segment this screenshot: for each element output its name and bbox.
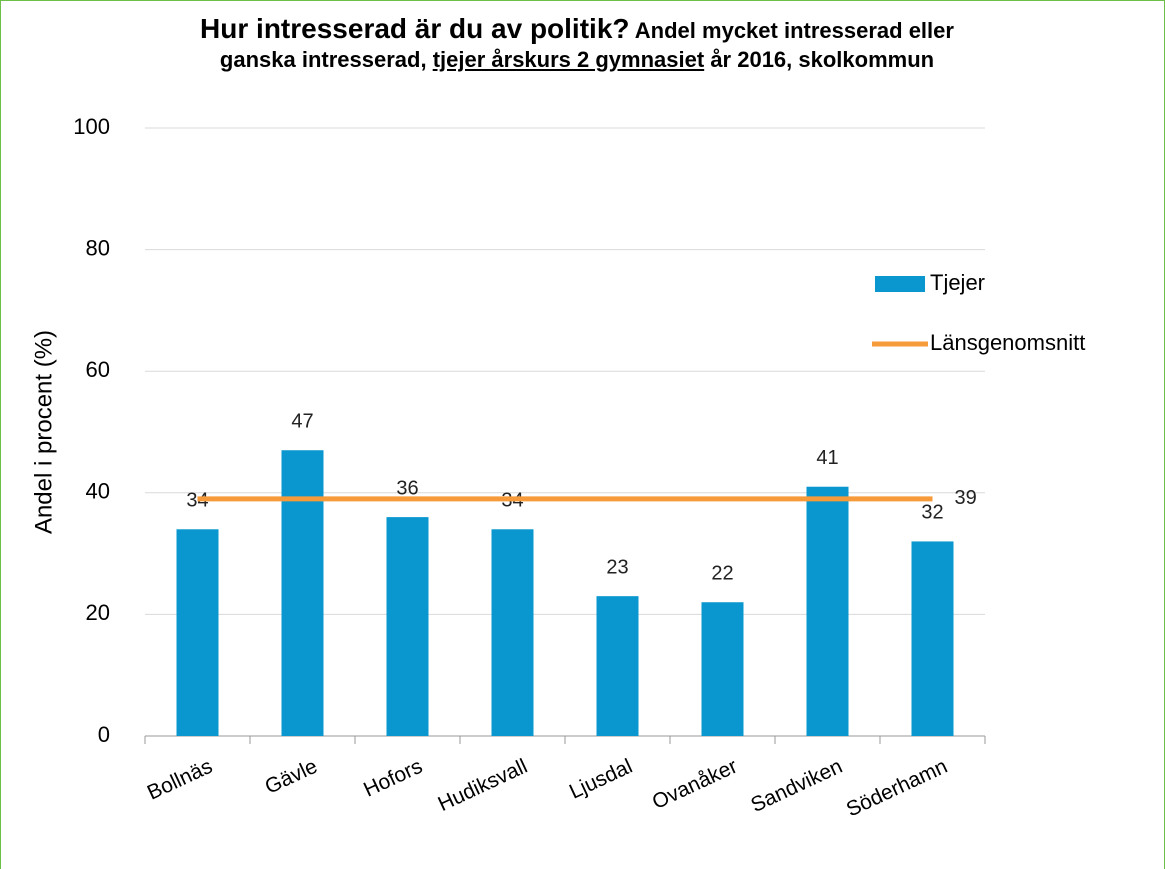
bar <box>701 602 744 736</box>
bar <box>176 529 219 736</box>
x-tick-label: Sandviken <box>747 755 846 817</box>
x-tick-label: Ljusdal <box>566 755 636 804</box>
data-label: 47 <box>291 411 313 433</box>
subtitle: Andel mycket intresserad eller ganska in… <box>219 18 954 72</box>
data-label: 32 <box>921 502 943 524</box>
x-tick-label: Gävle <box>262 755 321 799</box>
y-tick-label: 60 <box>86 357 110 382</box>
x-tick-label: Hudiksvall <box>435 755 531 816</box>
bar <box>281 450 324 736</box>
x-tick-label: Bollnäs <box>144 755 216 805</box>
y-tick-label: 80 <box>86 235 110 260</box>
data-label: 39 <box>955 487 977 509</box>
data-label: 36 <box>396 477 418 499</box>
legend-label: Tjejer <box>930 270 985 295</box>
bar <box>911 541 954 736</box>
bar <box>806 486 849 736</box>
data-label: 23 <box>606 556 628 578</box>
y-axis-title: Andel i procent (%) <box>30 330 57 534</box>
data-label: 41 <box>816 447 838 469</box>
x-tick-label: Hofors <box>360 755 426 802</box>
subtitle-end: år 2016, skolkommun <box>710 47 935 72</box>
x-tick-label: Ovanåker <box>649 755 741 814</box>
data-label: 22 <box>711 563 733 585</box>
title-main: Hur intresserad är du av politik? <box>200 13 630 44</box>
bar <box>491 529 534 736</box>
legend-label: Länsgenomsnitt <box>930 330 1085 355</box>
bar <box>386 517 429 736</box>
y-tick-label: 100 <box>73 114 110 139</box>
y-tick-label: 20 <box>86 600 110 625</box>
subtitle-highlight: tjejer årskurs 2 gymnasiet <box>432 47 705 72</box>
x-tick-label: Söderhamn <box>843 755 951 822</box>
y-tick-label: 0 <box>98 722 110 747</box>
bar <box>596 596 639 736</box>
legend-swatch <box>875 276 925 292</box>
chart-title: Hur intresserad är du av politik? Andel … <box>172 14 982 74</box>
y-tick-label: 40 <box>86 479 110 504</box>
